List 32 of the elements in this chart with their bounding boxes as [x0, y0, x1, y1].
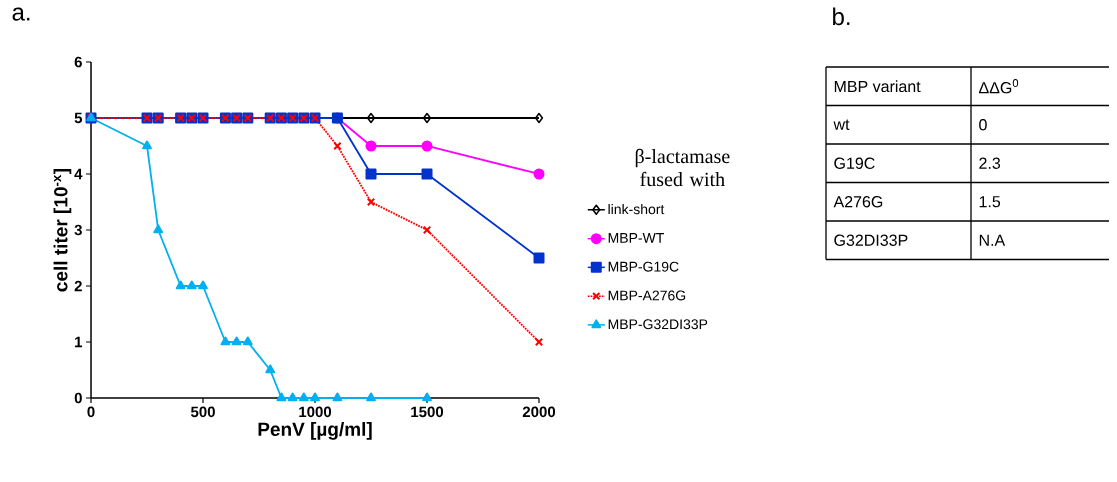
legend-label: link-short [608, 203, 665, 215]
x-tick-label: 2000 [522, 406, 556, 418]
x-axis-title: PenV [µg/ml] [258, 422, 372, 440]
y-tick-label: 5 [74, 112, 83, 124]
legend-label: MBP-G32DI33P [608, 319, 708, 330]
category-label: wt [833, 119, 850, 130]
legend-label: MBP-WT [608, 233, 665, 243]
category-label: G32DI33P [834, 234, 908, 246]
x-tick-label: 1500 [411, 406, 444, 418]
x-tick-label: 1000 [299, 406, 332, 418]
category-label: MBP variant [834, 80, 921, 93]
text: 0 [979, 119, 987, 131]
text: 2.3 [979, 157, 1001, 169]
y-tick-label: 2 [74, 280, 82, 292]
legend-label: MBP-A276G [608, 290, 686, 301]
legend-title: β-lactamase fused with [635, 148, 730, 187]
y-tick-label: 0 [74, 392, 82, 404]
category-label: G19C [834, 157, 875, 169]
chart-title: a. [12, 7, 30, 21]
x-tick-label: 500 [190, 406, 215, 418]
category-label: A276G [833, 196, 883, 208]
y-tick-label: 3 [74, 224, 82, 236]
text: b. [833, 7, 850, 26]
x-tick-label: 0 [87, 406, 95, 418]
legend-label: MBP-G19C [608, 261, 679, 272]
y-tick-label: 1 [75, 336, 83, 348]
text: 1.5 [979, 196, 1001, 208]
y-tick-label: 6 [74, 56, 82, 68]
y-axis-title: cell titer [10$^{-x}$] [53, 168, 72, 292]
y-tick-label: 4 [74, 168, 83, 180]
category-label: ΔΔG$^{0}$ [979, 79, 1019, 94]
text: N.A [979, 234, 1006, 246]
